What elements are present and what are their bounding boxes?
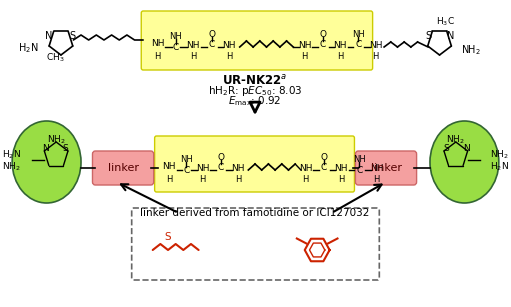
Text: hH$_2$R: p$\it{EC}$$_{50}$: 8.03: hH$_2$R: p$\it{EC}$$_{50}$: 8.03 (208, 84, 302, 98)
Text: linker derived from famotidine or ICI127032: linker derived from famotidine or ICI127… (141, 208, 370, 218)
Text: NH$_2$: NH$_2$ (490, 149, 509, 161)
Text: O: O (217, 153, 224, 161)
Text: NH: NH (369, 41, 382, 49)
FancyBboxPatch shape (92, 151, 154, 185)
Text: NH: NH (333, 41, 347, 49)
Text: NH: NH (352, 29, 365, 38)
Text: O: O (208, 29, 216, 38)
Text: C: C (321, 162, 327, 172)
Text: H$_2$N: H$_2$N (2, 149, 21, 161)
Text: H$_3$C: H$_3$C (436, 16, 455, 28)
Text: NH: NH (353, 154, 365, 164)
Text: H: H (199, 174, 205, 184)
Text: C: C (356, 165, 362, 174)
Text: C: C (173, 42, 179, 52)
Text: H: H (301, 52, 308, 60)
Text: S: S (425, 31, 431, 41)
Text: NH: NH (231, 164, 245, 173)
Text: NH: NH (186, 41, 200, 49)
Text: N: N (45, 31, 52, 41)
Text: NH: NH (299, 164, 312, 173)
Text: H: H (190, 52, 196, 60)
Text: S: S (444, 143, 449, 153)
Text: S: S (69, 31, 76, 41)
Text: NH: NH (151, 38, 164, 48)
Text: NH$_2$: NH$_2$ (447, 134, 465, 146)
Text: H: H (226, 52, 233, 60)
Text: O: O (320, 153, 328, 161)
Text: H: H (154, 52, 160, 60)
Text: N: N (463, 143, 470, 153)
Text: linker: linker (370, 163, 402, 173)
Text: NH: NH (298, 41, 312, 49)
FancyBboxPatch shape (155, 136, 355, 192)
Text: H: H (373, 174, 380, 184)
Text: N: N (447, 31, 455, 41)
Text: H: H (166, 174, 172, 184)
Text: NH$_2$: NH$_2$ (2, 161, 21, 173)
Text: C: C (355, 40, 361, 49)
Text: NH: NH (222, 41, 236, 49)
Text: H: H (338, 174, 344, 184)
Text: C: C (209, 40, 215, 49)
Text: H: H (373, 52, 379, 60)
Text: $E_{\mathrm{max}}$: 0.92: $E_{\mathrm{max}}$: 0.92 (228, 94, 282, 108)
Text: H$_2$N: H$_2$N (490, 161, 509, 173)
Text: NH$_2$: NH$_2$ (460, 43, 480, 57)
FancyBboxPatch shape (356, 151, 416, 185)
FancyBboxPatch shape (141, 11, 373, 70)
Text: H: H (235, 174, 241, 184)
Text: C: C (183, 165, 189, 174)
Text: H: H (337, 52, 343, 60)
Text: C: C (320, 40, 326, 49)
Text: NH: NH (334, 164, 348, 173)
Text: UR-NK22$^a$: UR-NK22$^a$ (222, 74, 288, 88)
Text: NH: NH (369, 164, 383, 173)
Text: C: C (218, 162, 224, 172)
Text: H$_2$N: H$_2$N (18, 41, 39, 55)
Text: CH$_3$: CH$_3$ (46, 52, 64, 64)
Text: N: N (42, 143, 49, 153)
Text: S: S (63, 143, 68, 153)
Text: linker: linker (108, 163, 138, 173)
Ellipse shape (430, 121, 499, 203)
Text: NH: NH (180, 154, 193, 164)
Text: NH: NH (196, 164, 209, 173)
Text: NH: NH (162, 161, 176, 170)
Ellipse shape (12, 121, 81, 203)
Text: O: O (319, 29, 327, 38)
FancyBboxPatch shape (132, 208, 379, 280)
Text: S: S (165, 232, 171, 242)
Text: NH$_2$: NH$_2$ (47, 134, 65, 146)
Text: H: H (303, 174, 309, 184)
Text: NH: NH (169, 32, 182, 41)
